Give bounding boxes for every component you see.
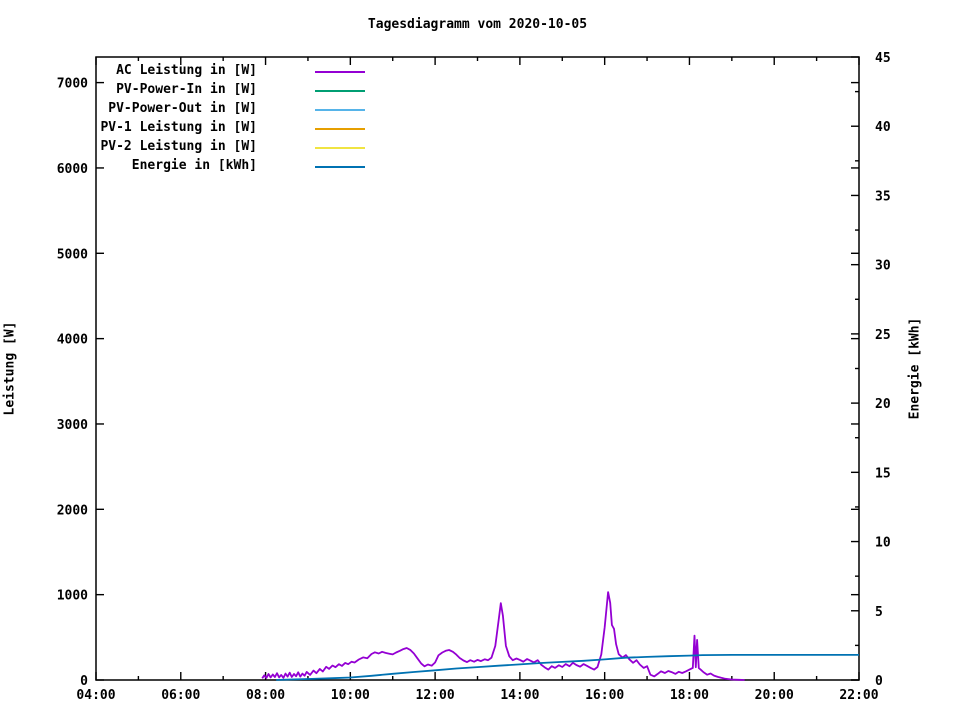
y-tick-label: 4000 [57, 333, 88, 348]
y-tick-label: 7000 [57, 77, 88, 92]
series-line-ac-leistung-in-w [261, 591, 745, 681]
legend-item: Energie in [kWh] [0, 157, 400, 176]
y2-tick-label: 15 [875, 466, 891, 481]
y2-tick-label: 30 [875, 259, 891, 274]
y-tick-label: 0 [80, 674, 88, 689]
legend-line-sample [315, 128, 365, 130]
x-tick-label: 12:00 [416, 688, 455, 703]
y2-tick-label: 25 [875, 328, 891, 343]
y2-tick-label: 45 [875, 51, 891, 66]
series-line-energie-in-kwh [276, 654, 859, 681]
y-tick-label: 2000 [57, 503, 88, 518]
y2-tick-label: 35 [875, 189, 891, 204]
x-tick-label: 08:00 [246, 688, 285, 703]
x-tick-label: 06:00 [161, 688, 200, 703]
x-tick-label: 14:00 [500, 688, 539, 703]
legend-item: PV-2 Leistung in [W] [0, 138, 400, 157]
y-tick-label: 3000 [57, 418, 88, 433]
legend-item-label: AC Leistung in [W] [116, 63, 257, 78]
legend-item-label: Energie in [kWh] [131, 158, 257, 173]
x-tick-label: 18:00 [670, 688, 709, 703]
legend-item: PV-1 Leistung in [W] [0, 119, 400, 138]
legend-item-label: PV-1 Leistung in [W] [100, 120, 257, 135]
y-tick-label: 6000 [57, 162, 88, 177]
y2-tick-label: 0 [875, 674, 883, 689]
y-tick-label: 5000 [57, 247, 88, 262]
y2-tick-label: 5 [875, 605, 883, 620]
x-tick-label: 22:00 [839, 688, 878, 703]
x-tick-label: 10:00 [331, 688, 370, 703]
legend-line-sample [315, 71, 365, 73]
legend-line-sample [315, 90, 365, 92]
y2-tick-label: 20 [875, 397, 891, 412]
legend: AC Leistung in [W] PV-Power-In in [W] PV-P… [0, 62, 400, 176]
legend-line-sample [315, 166, 365, 168]
legend-item: AC Leistung in [W] [0, 62, 400, 81]
legend-item: PV-Power-In in [W] [0, 81, 400, 100]
legend-item: PV-Power-Out in [W] [0, 100, 400, 119]
y2-tick-label: 40 [875, 120, 891, 135]
legend-item-label: PV-Power-Out in [W] [108, 101, 257, 116]
y2-tick-label: 10 [875, 536, 891, 551]
chart-title: Tagesdiagramm vom 2020-10-05 [367, 17, 588, 32]
x-tick-label: 16:00 [585, 688, 624, 703]
legend-item-label: PV-2 Leistung in [W] [100, 139, 257, 154]
y-tick-label: 1000 [57, 589, 88, 604]
x-tick-label: 04:00 [76, 688, 115, 703]
legend-item-label: PV-Power-In in [W] [116, 82, 257, 97]
legend-line-sample [315, 147, 365, 149]
legend-line-sample [315, 109, 365, 111]
x-tick-label: 20:00 [755, 688, 794, 703]
